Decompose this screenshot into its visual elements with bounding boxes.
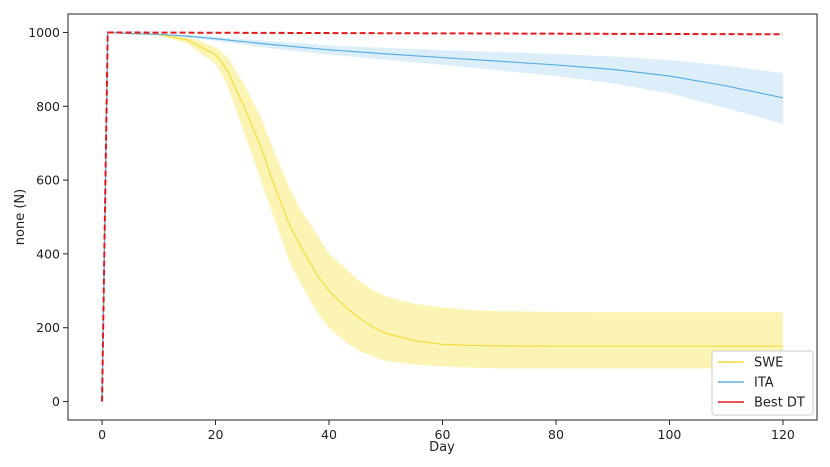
x-tick-label: 120 bbox=[771, 427, 795, 442]
y-tick-label: 1000 bbox=[28, 25, 60, 40]
y-axis-ticks: 0 200 400 600 800 1000 bbox=[28, 25, 68, 409]
band-ita bbox=[102, 32, 783, 402]
y-tick-label: 400 bbox=[36, 246, 60, 261]
x-tick-label: 40 bbox=[321, 427, 337, 442]
x-tick-label: 0 bbox=[98, 427, 106, 442]
y-tick-label: 0 bbox=[52, 394, 60, 409]
legend-label-ita: ITA bbox=[754, 376, 774, 391]
legend: SWE ITA Best DT bbox=[711, 350, 814, 416]
y-tick-label: 800 bbox=[36, 99, 60, 114]
series-lines bbox=[101, 31, 784, 402]
x-axis-ticks: 0 20 40 60 80 100 120 bbox=[98, 420, 795, 442]
line-best-dt bbox=[101, 31, 783, 402]
line-swe bbox=[101, 31, 783, 402]
y-axis-label: none (N) bbox=[13, 189, 28, 245]
y-tick-label: 200 bbox=[36, 320, 60, 335]
y-tick-label: 600 bbox=[36, 173, 60, 188]
legend-box bbox=[711, 350, 814, 416]
legend-label-best-dt: Best DT bbox=[754, 396, 805, 411]
x-tick-label: 60 bbox=[435, 427, 451, 442]
legend-label-swe: SWE bbox=[754, 356, 783, 371]
x-axis-label: Day bbox=[429, 440, 455, 455]
line-ita bbox=[101, 31, 784, 402]
x-tick-label: 20 bbox=[208, 427, 224, 442]
x-tick-label: 80 bbox=[548, 427, 564, 442]
x-tick-label: 100 bbox=[658, 427, 682, 442]
